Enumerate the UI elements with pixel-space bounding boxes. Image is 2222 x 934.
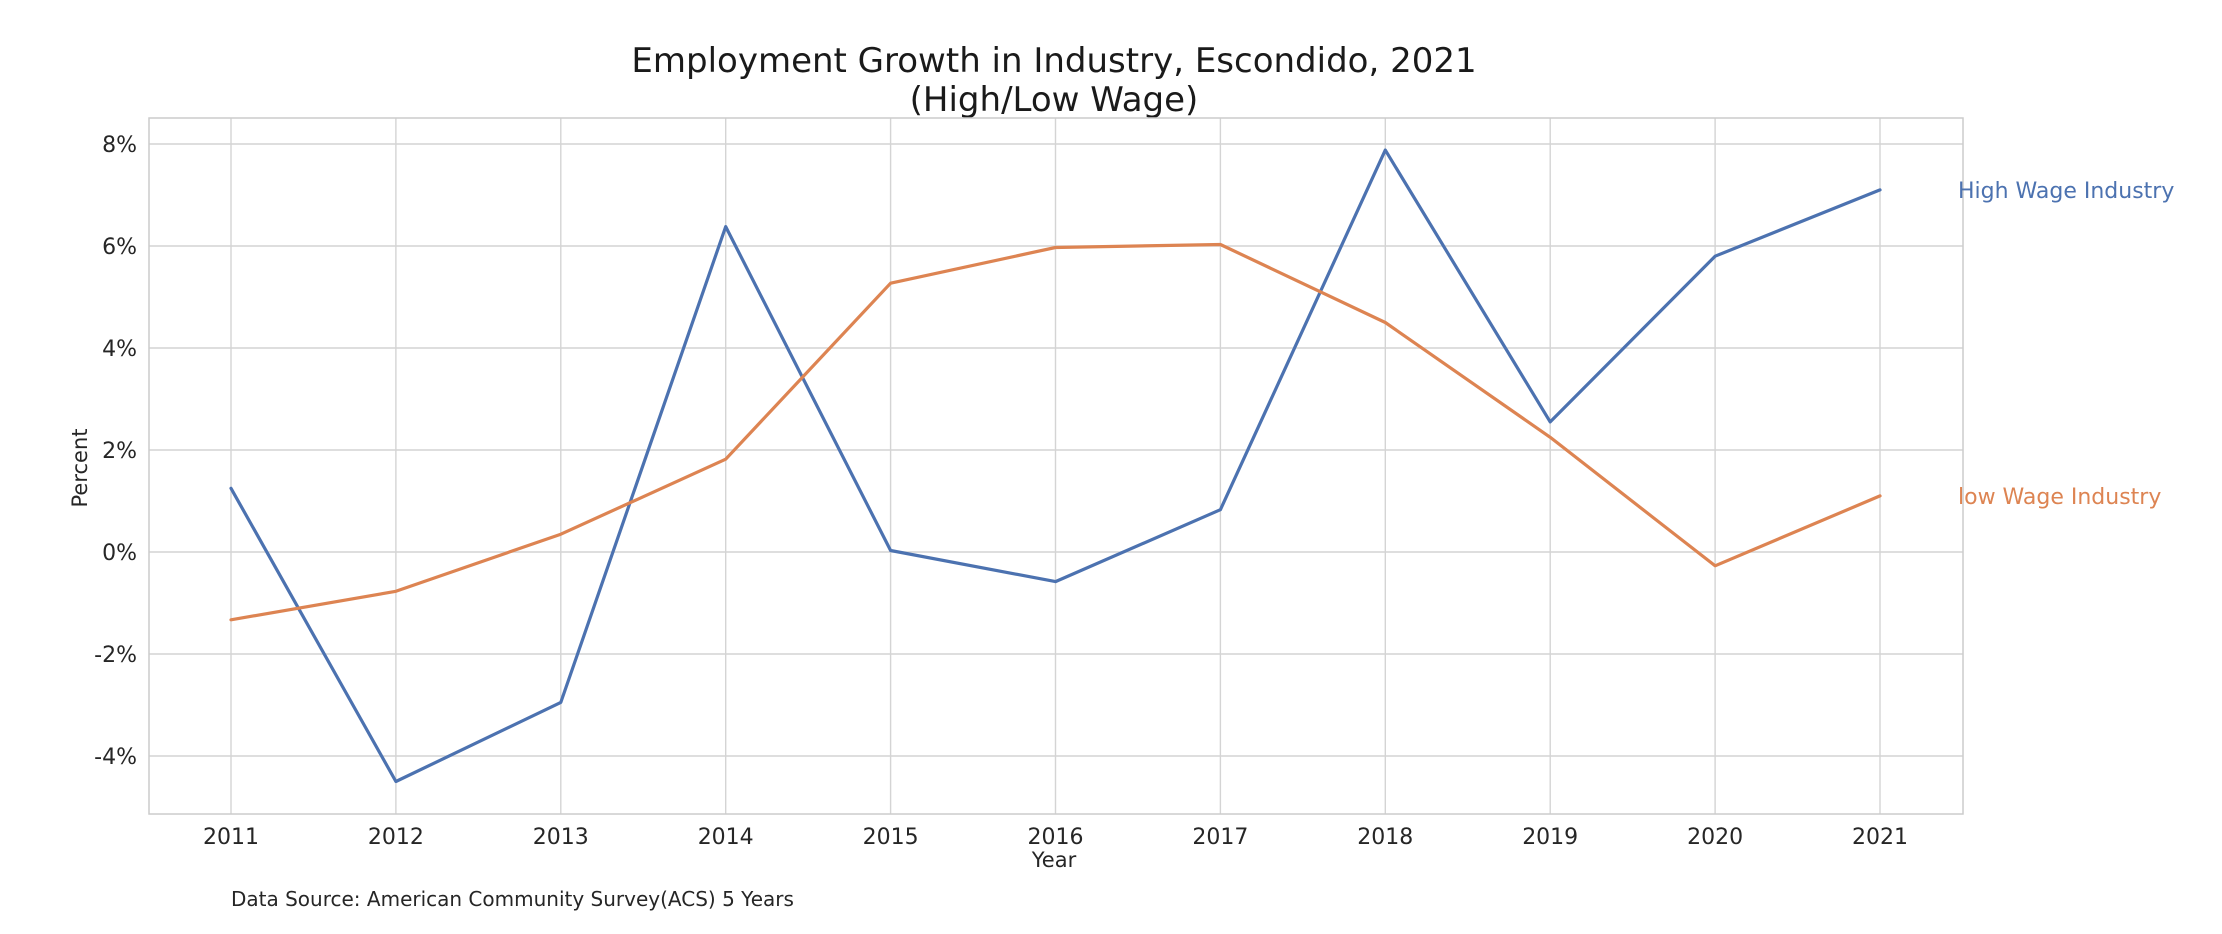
y-tick-label: 0%	[102, 541, 137, 566]
chart-subtitle: (High/Low Wage)	[910, 80, 1199, 120]
x-tick-label: 2015	[863, 825, 919, 850]
x-tick-label: 2019	[1522, 825, 1578, 850]
legend-label-high-wage-industry: High Wage Industry	[1958, 179, 2174, 204]
x-tick-label: 2013	[533, 825, 589, 850]
x-tick-label: 2018	[1357, 825, 1413, 850]
x-tick-label: 2016	[1028, 825, 1084, 850]
y-tick-label: -2%	[94, 643, 137, 668]
x-axis-label: Year	[1031, 848, 1077, 872]
x-tick-label: 2011	[203, 825, 259, 850]
x-tick-label: 2014	[698, 825, 754, 850]
series-lines	[229, 148, 1882, 784]
x-axis-ticks: 2011 2012 2013 2014 2015 2016 2017 2018 2019 2020…	[203, 825, 1908, 850]
data-source-note: Data Source: American Community Survey(A…	[231, 887, 794, 911]
x-tick-label: 2021	[1852, 825, 1908, 850]
chart-title: Employment Growth in Industry, Escondido…	[631, 41, 1476, 81]
y-axis-ticks: 8% 6% 4% 2% 0% -2% -4%	[94, 133, 137, 770]
legend-label-low-wage-industry: low Wage Industry	[1958, 485, 2161, 510]
legend: High Wage Industry low Wage Industry	[1958, 179, 2174, 510]
y-tick-label: 4%	[102, 337, 137, 362]
plot-area-frame	[148, 117, 1964, 815]
y-tick-label: 6%	[102, 235, 137, 260]
y-tick-label: 8%	[102, 133, 137, 158]
x-tick-label: 2012	[368, 825, 424, 850]
y-tick-label: 2%	[102, 439, 137, 464]
x-tick-label: 2017	[1192, 825, 1248, 850]
y-tick-label: -4%	[94, 745, 137, 770]
grid	[149, 118, 1963, 814]
y-axis-label: Percent	[68, 428, 92, 507]
x-tick-label: 2020	[1687, 825, 1743, 850]
